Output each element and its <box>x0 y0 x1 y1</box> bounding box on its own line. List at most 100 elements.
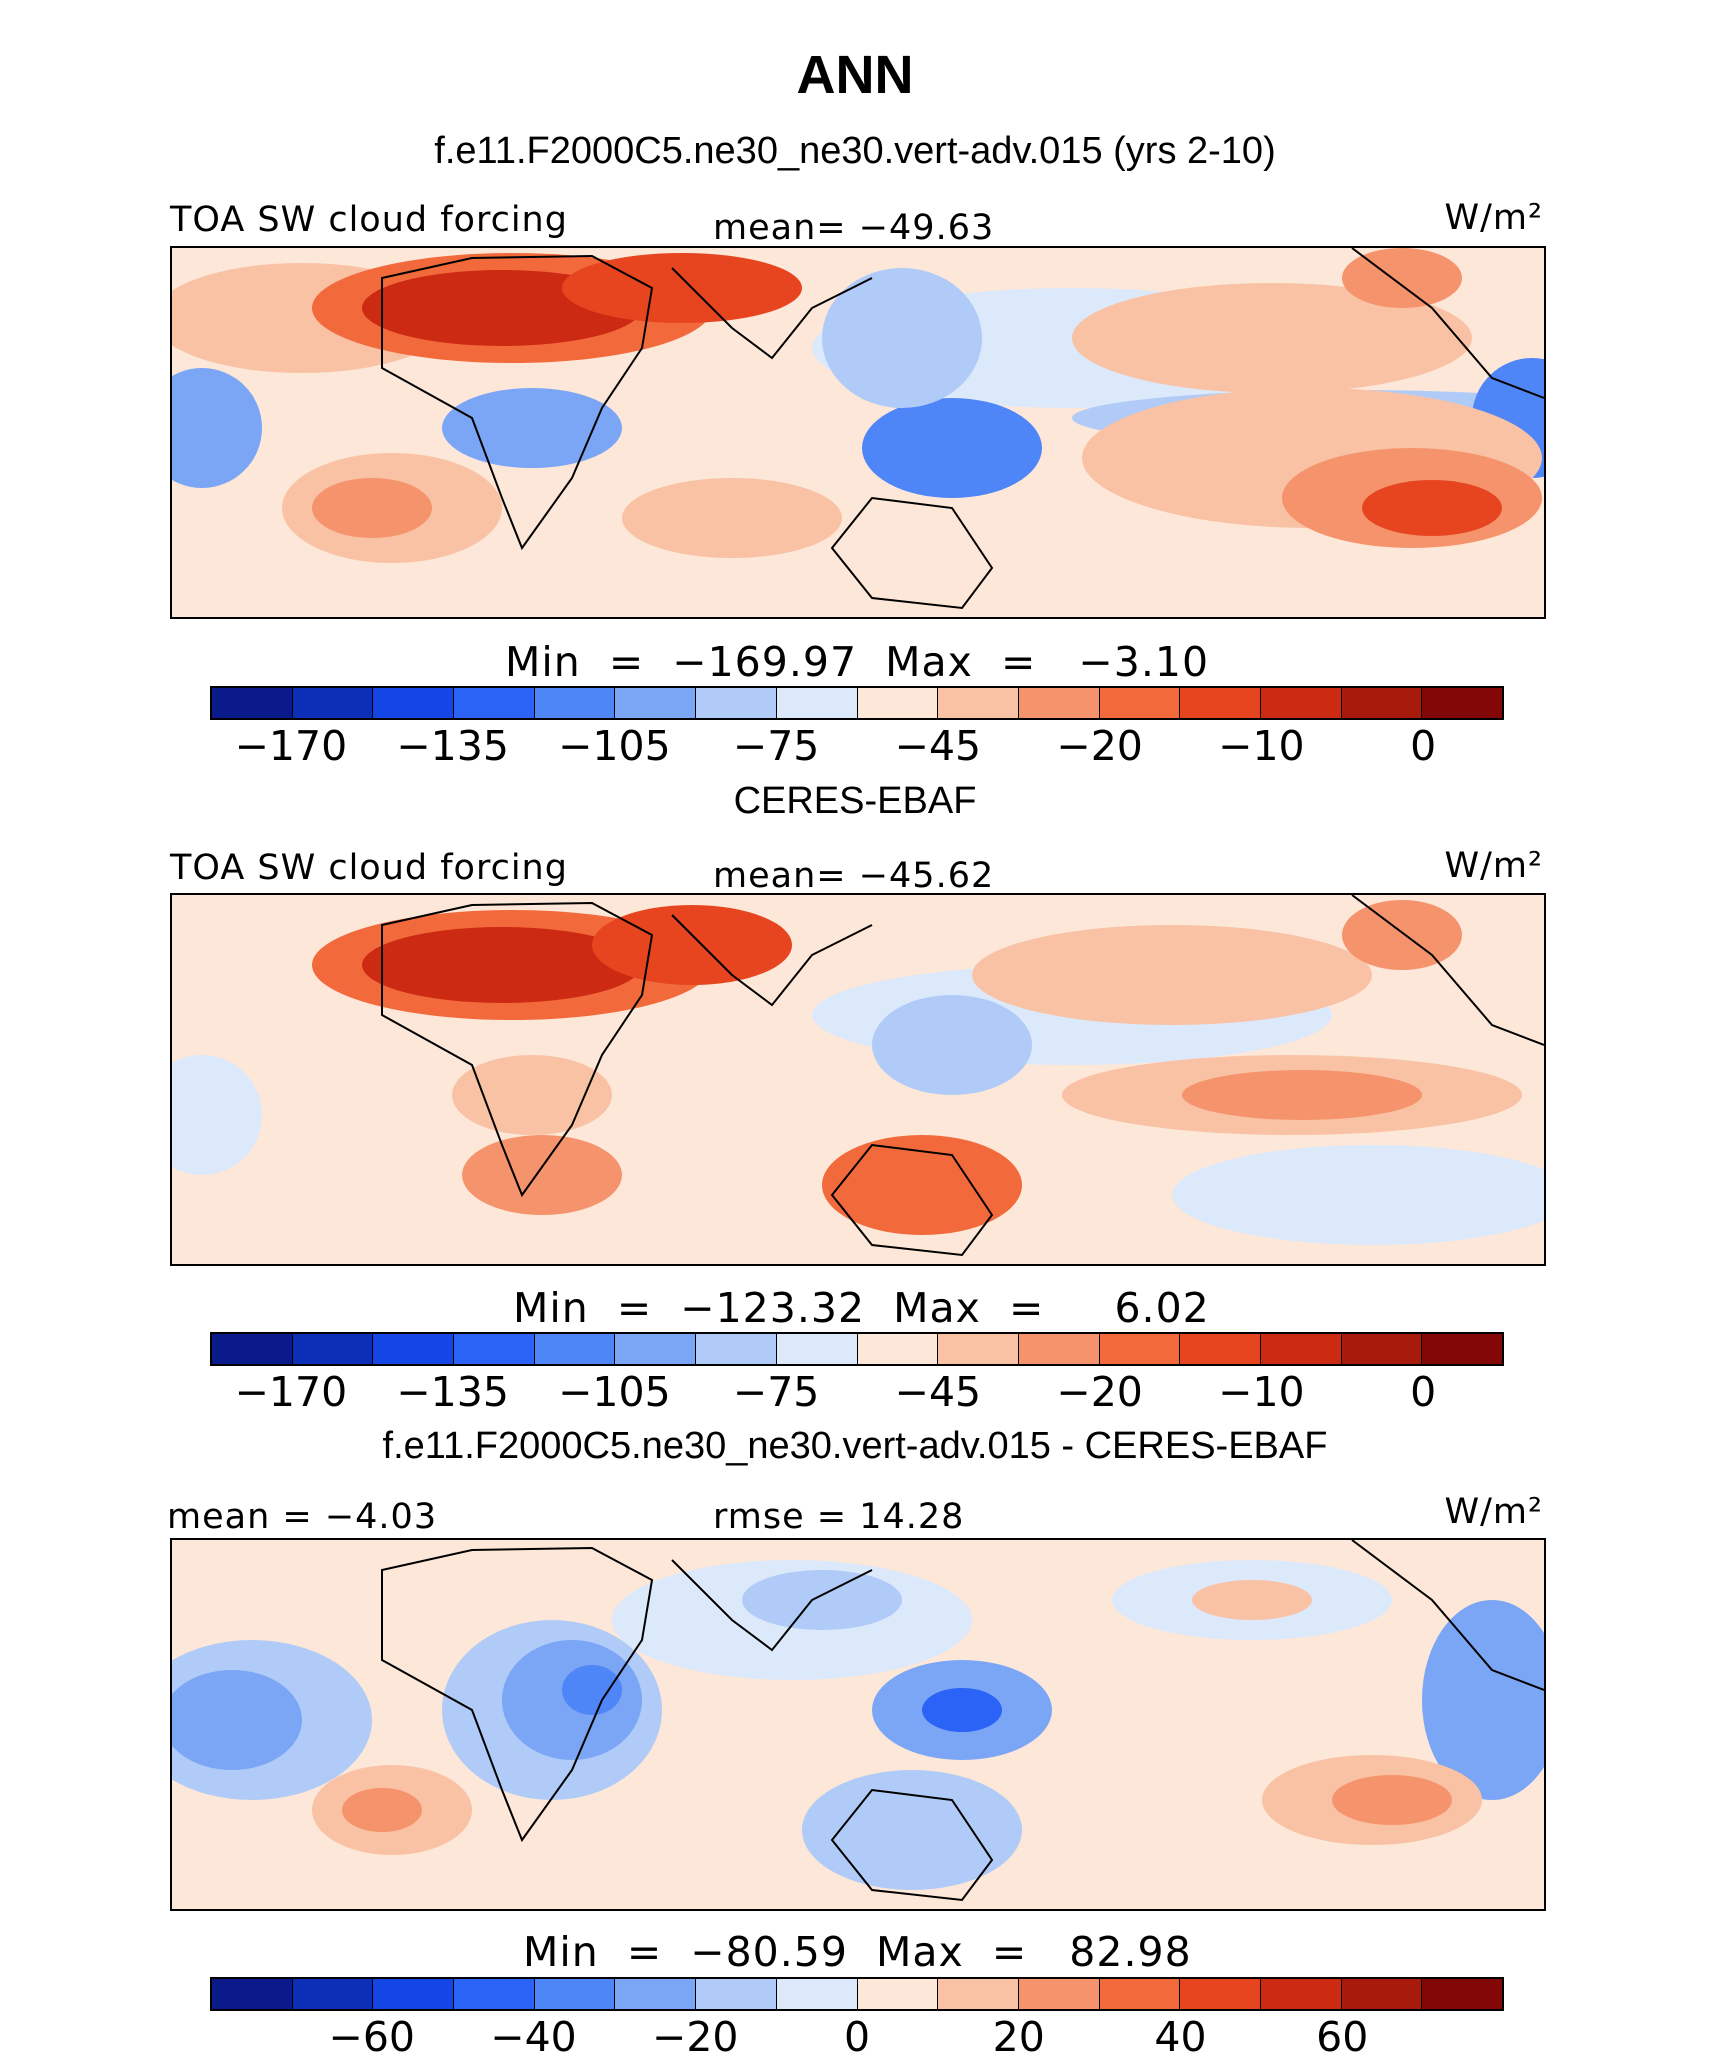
colorbar-swatch <box>534 688 616 718</box>
colorbar-tick-label: 60 <box>1316 2013 1369 2061</box>
colorbar-tick-label: 20 <box>992 2013 1045 2061</box>
colorbar-swatch <box>534 1979 616 2009</box>
colorbar-swatch <box>1099 1334 1181 1364</box>
panel-1-units-label: W/m² <box>1444 198 1543 238</box>
colorbar-tick-label: −10 <box>1218 722 1305 770</box>
coastline <box>1351 248 1544 399</box>
colorbar-swatch <box>1180 1334 1261 1364</box>
field-patch <box>972 925 1372 1025</box>
panel-3-rmse-label: rmse = 14.28 <box>713 1497 965 1537</box>
coastline <box>830 1788 994 1902</box>
coastline <box>671 267 873 360</box>
panel-2-units-label: W/m² <box>1444 846 1543 886</box>
colorbar-swatch <box>292 1979 374 2009</box>
field-patch <box>172 1055 262 1175</box>
colorbar-tick-label: −135 <box>396 1368 509 1416</box>
colorbar-tick-label: −20 <box>651 2013 739 2061</box>
colorbar-swatch <box>615 1979 697 2009</box>
colorbar-tick-label: −45 <box>894 1368 982 1416</box>
coastline <box>381 901 654 1198</box>
colorbar-tick-label: 0 <box>843 2013 871 2061</box>
colorbar-swatch <box>857 1334 939 1364</box>
colorbar-tick-label: −170 <box>234 722 348 770</box>
field-patch <box>172 368 262 488</box>
panel-2-minmax: Min = −123.32 Max = 6.02 <box>513 1284 1210 1332</box>
colorbar-swatch <box>454 1334 535 1364</box>
coastline <box>1351 1540 1544 1691</box>
field-patch <box>802 1770 1022 1890</box>
field-patch <box>1072 283 1472 393</box>
coastline <box>381 254 654 551</box>
colorbar-tick-label: −75 <box>732 1368 820 1416</box>
panel-3-units-label: W/m² <box>1444 1492 1543 1532</box>
panel-3-minmax: Min = −80.59 Max = 82.98 <box>523 1928 1192 1976</box>
field-patch <box>1192 1580 1312 1620</box>
panel-3-colorbar-ticks: −60 −40 −20 0 20 40 60 <box>210 2013 1504 2063</box>
colorbar-swatch <box>534 1334 616 1364</box>
coastline <box>1351 895 1544 1046</box>
field-patch <box>562 1665 622 1715</box>
panel-2-colorbar <box>210 1332 1504 1366</box>
colorbar-swatch <box>1018 1979 1100 2009</box>
colorbar-tick-label: −170 <box>234 1368 348 1416</box>
panel-3-subtitle: f.e11.F2000C5.ne30_ne30.vert-adv.015 - C… <box>382 1425 1328 1467</box>
colorbar-swatch <box>1341 1979 1423 2009</box>
field-patch <box>862 398 1042 498</box>
field-patch <box>822 268 982 408</box>
panel-3-colorbar <box>210 1977 1504 2011</box>
field-patch <box>622 478 842 558</box>
colorbar-tick-label: −40 <box>490 2013 577 2061</box>
field-patch <box>462 1135 622 1215</box>
field-patch <box>872 995 1032 1095</box>
colorbar-swatch <box>1422 1979 1502 2009</box>
colorbar-swatch <box>1180 1979 1261 2009</box>
colorbar-tick-label: −105 <box>558 722 671 770</box>
colorbar-swatch <box>615 1334 697 1364</box>
colorbar-swatch <box>212 1334 293 1364</box>
colorbar-tick-label: 40 <box>1154 2013 1207 2061</box>
colorbar-swatch <box>454 1979 535 2009</box>
colorbar-swatch <box>1422 688 1502 718</box>
panel-3-mean-label: mean = −4.03 <box>167 1497 438 1537</box>
field-patch <box>1342 248 1462 308</box>
field-patch <box>172 1670 302 1770</box>
field-patch <box>1342 900 1462 970</box>
coastline <box>671 914 873 1007</box>
field-patch <box>312 478 432 538</box>
colorbar-tick-label: −60 <box>328 2013 416 2061</box>
colorbar-swatch <box>938 1334 1019 1364</box>
colorbar-swatch <box>857 688 939 718</box>
field-patch <box>1182 1070 1422 1120</box>
field-patch <box>342 1788 422 1832</box>
colorbar-tick-label: −20 <box>1056 722 1143 770</box>
colorbar-swatch <box>1018 1334 1100 1364</box>
colorbar-tick-label: −135 <box>396 722 509 770</box>
colorbar-swatch <box>696 1979 777 2009</box>
colorbar-swatch <box>373 688 455 718</box>
field-patch <box>1332 1775 1452 1825</box>
colorbar-swatch <box>1260 1334 1342 1364</box>
panel-1-colorbar <box>210 686 1504 720</box>
field-patch <box>452 1055 612 1135</box>
coastline <box>830 1143 994 1257</box>
panel-1-minmax: Min = −169.97 Max = −3.10 <box>505 638 1210 686</box>
coastline <box>671 1559 873 1652</box>
colorbar-swatch <box>454 688 535 718</box>
colorbar-swatch <box>1180 688 1261 718</box>
panel-2-subtitle: CERES-EBAF <box>733 780 977 822</box>
field-patch <box>442 388 622 468</box>
panel-1-colorbar-ticks: −170 −135 −105 −75 −45 −20 −10 0 <box>210 722 1504 772</box>
figure-title: ANN <box>796 45 914 105</box>
field-patch <box>922 1688 1002 1732</box>
field-patch <box>1422 1600 1544 1800</box>
colorbar-swatch <box>1341 1334 1423 1364</box>
coastline <box>381 1546 654 1843</box>
panel-2-map <box>170 893 1546 1266</box>
field-patch <box>592 905 792 985</box>
colorbar-tick-label: 0 <box>1410 722 1437 770</box>
colorbar-swatch <box>938 1979 1019 2009</box>
colorbar-swatch <box>615 688 697 718</box>
colorbar-swatch <box>776 1334 858 1364</box>
panel-1-map <box>170 246 1546 619</box>
colorbar-swatch <box>776 1979 858 2009</box>
